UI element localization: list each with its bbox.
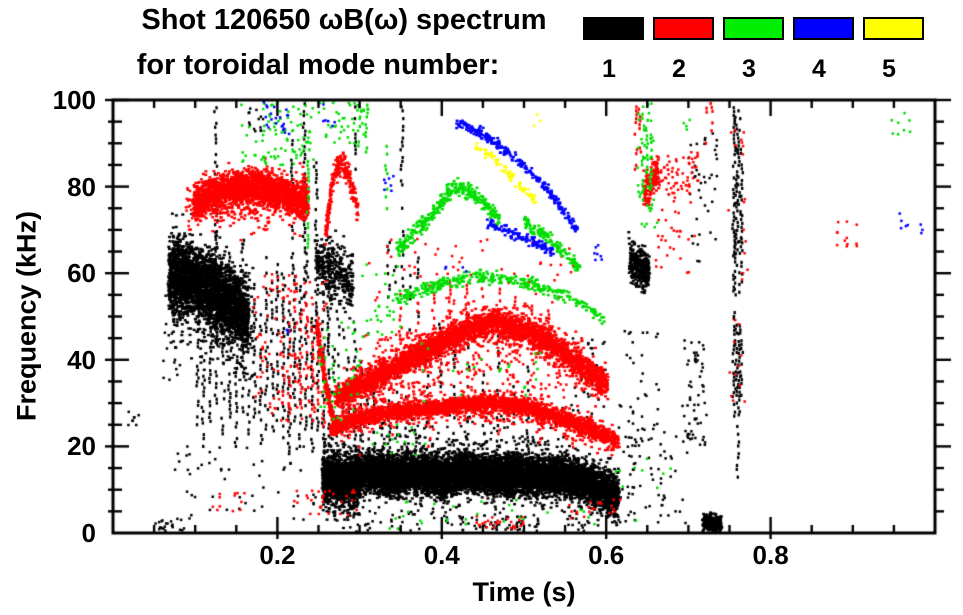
- legend-label-3: 3: [742, 55, 756, 83]
- y-tick-label: 100: [52, 85, 96, 115]
- x-tick-label: 0.4: [423, 540, 460, 570]
- legend-label-2: 2: [672, 55, 686, 83]
- x-tick-label: 0.6: [588, 540, 625, 570]
- legend-swatch-2: [653, 17, 714, 40]
- legend-label-4: 4: [812, 55, 826, 83]
- legend-label-5: 5: [882, 55, 896, 83]
- y-tick-label: 0: [81, 518, 96, 548]
- legend-swatch-1: [583, 17, 644, 40]
- legend-swatch-3: [723, 17, 784, 40]
- y-tick-label: 20: [67, 431, 96, 462]
- y-tick-label: 80: [67, 171, 96, 202]
- legend-swatch-4: [793, 17, 854, 40]
- x-axis-title: Time (s): [472, 577, 576, 607]
- legend-swatch-5: [863, 17, 924, 40]
- y-axis-title: Frequency (kHz): [11, 210, 42, 422]
- x-tick-label: 0.8: [752, 540, 789, 570]
- chart-title: Shot 120650 ωB(ω) spectrum: [141, 4, 547, 36]
- legend-label-1: 1: [602, 55, 616, 83]
- y-tick-label: 40: [67, 344, 96, 375]
- y-tick-label: 60: [67, 258, 96, 289]
- chart-subtitle: for toroidal mode number:: [136, 49, 500, 81]
- x-tick-label: 0.2: [259, 540, 296, 570]
